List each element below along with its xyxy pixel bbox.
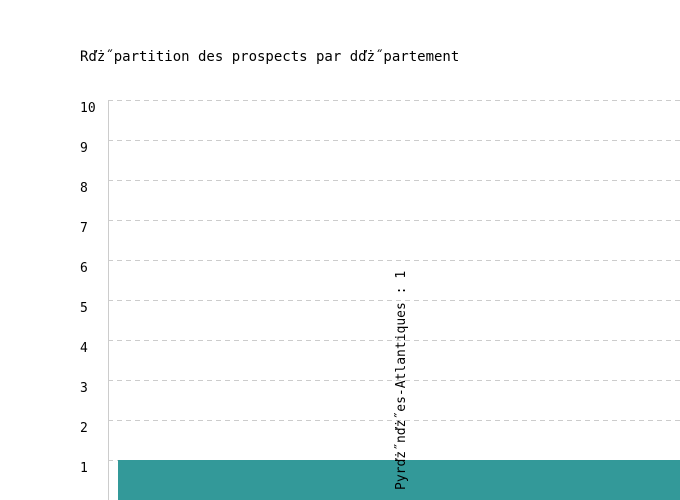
y-tick-label: 8 [80, 181, 88, 196]
y-tick-label: 1 [80, 461, 88, 476]
y-tick-label: 10 [80, 101, 96, 116]
data-label: Pyrďż˝nďż˝es-Atlantiques : 1 [394, 271, 409, 490]
y-tick-label: 9 [80, 141, 88, 156]
bar [118, 460, 680, 500]
y-tick-label: 2 [80, 421, 88, 436]
y-tick-label: 5 [80, 301, 88, 316]
chart-title: Rďż˝partition des prospects par dďż˝part… [80, 49, 460, 65]
y-tick-label: 3 [80, 381, 88, 396]
y-tick-label: 6 [80, 261, 88, 276]
y-tick-label: 4 [80, 341, 88, 356]
y-tick-label: 7 [80, 221, 88, 236]
